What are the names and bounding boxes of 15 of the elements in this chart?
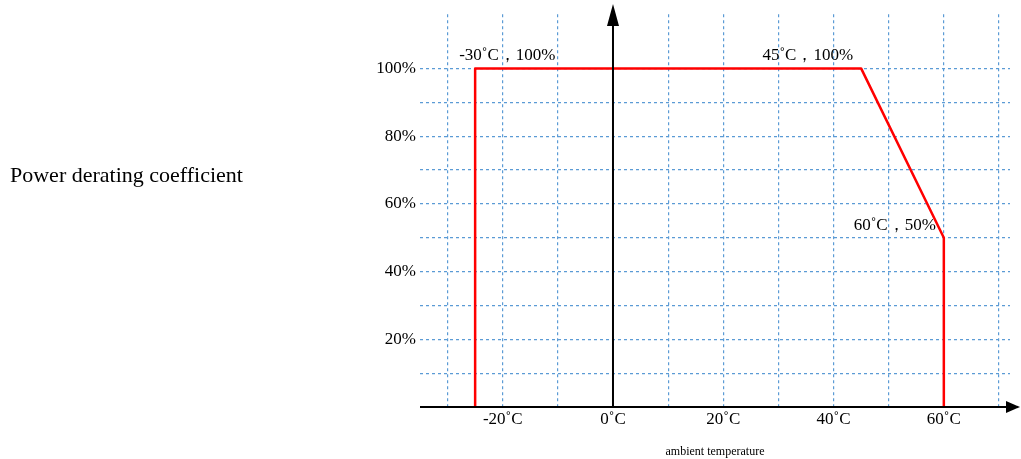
x-axis-title: ambient temperature xyxy=(665,443,765,458)
annotation: 60˚C，50% xyxy=(853,214,936,234)
y-tick-label: 100% xyxy=(376,57,416,77)
x-tick-label: 20˚C xyxy=(706,408,741,428)
x-tick-label: -20˚C xyxy=(482,408,523,428)
x-tick-label: 60˚C xyxy=(926,408,961,428)
annotation: 45˚C，100% xyxy=(762,45,854,65)
y-tick-label: 80% xyxy=(384,125,416,145)
x-tick-label: 40˚C xyxy=(816,408,851,428)
text: Power derating coefficient xyxy=(10,162,243,188)
y-tick-label: 40% xyxy=(384,261,416,281)
y-tick-label: 60% xyxy=(384,193,416,213)
x-tick-label: 0˚C xyxy=(600,408,626,428)
annotation: -30˚C，100% xyxy=(459,45,556,65)
y-tick-label: 20% xyxy=(384,328,416,348)
